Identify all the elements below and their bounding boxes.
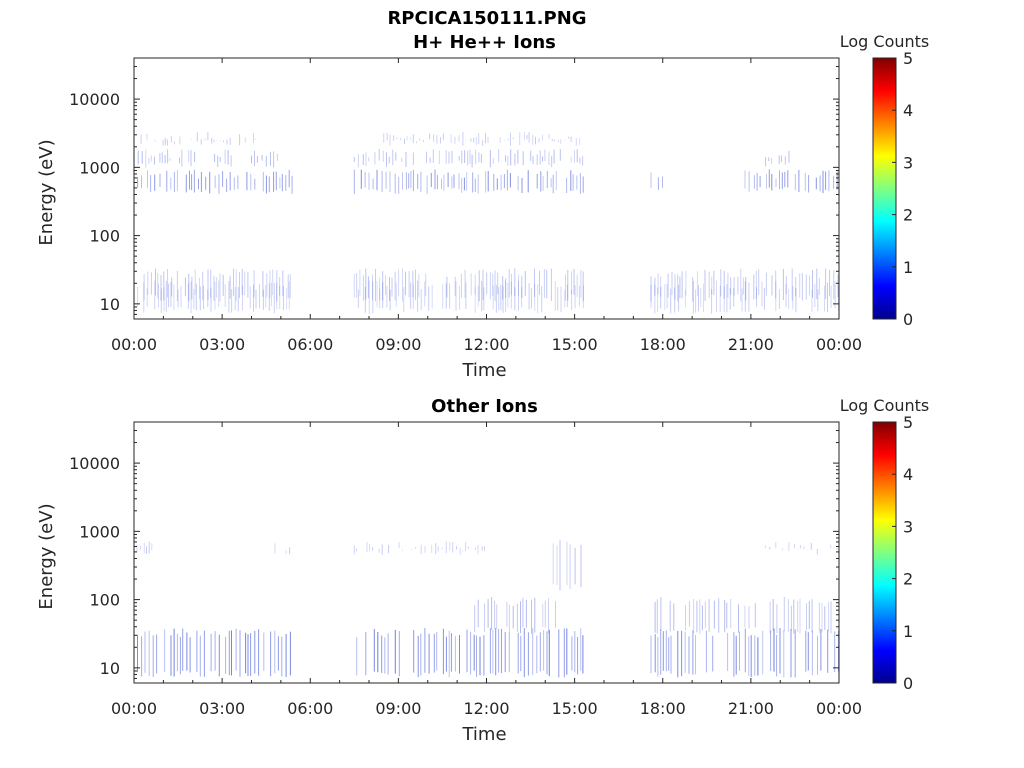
y-tick-label: 10 [100,659,120,678]
x-tick-label: 15:00 [552,699,598,718]
x-tick-label: 03:00 [199,699,245,718]
colorbar-tick-label: 4 [903,101,913,120]
x-tick-label: 06:00 [287,335,333,354]
x-tick-label: 00:00 [816,699,862,718]
colorbar-tick-label: 2 [903,570,913,589]
x-tick-label: 09:00 [375,699,421,718]
x-tick-label: 12:00 [463,335,509,354]
colorbar-tick-label: 4 [903,465,913,484]
colorbar-tick-label: 5 [903,49,913,68]
figure-title: RPCICA150111.PNG [387,8,586,29]
x-tick-label: 15:00 [552,335,598,354]
colorbar-label: Log Counts [840,396,930,415]
x-tick-label: 00:00 [816,335,862,354]
colorbar-tick-label: 0 [903,310,913,329]
panel-title: H+ He++ Ions [413,32,556,53]
colorbar-tick-label: 2 [903,206,913,225]
colorbar-tick-label: 1 [903,622,913,641]
y-axis-label: Energy (eV) [36,139,57,245]
colorbar [872,57,897,320]
y-tick-label: 10000 [69,454,120,473]
y-tick-label: 1000 [79,158,120,177]
y-tick-label: 10000 [69,90,120,109]
y-tick-label: 100 [89,591,120,610]
x-tick-label: 06:00 [287,699,333,718]
data-marks [133,132,840,314]
x-tick-label: 21:00 [728,335,774,354]
x-tick-label: 18:00 [640,335,686,354]
spectrogram-panel-2: Other Ions 00:00 03:00 06:00 09:00 12:00 15:00… [36,396,929,745]
x-tick-label: 18:00 [640,699,686,718]
colorbar-tick-label: 3 [903,153,913,172]
y-tick-label: 10 [100,295,120,314]
x-tick-label: 21:00 [728,699,774,718]
x-tick-label: 09:00 [375,335,421,354]
spectrogram-panel-1: H+ He++ Ions 00:00 03:00 06:00 09:00 12:00 15:… [36,32,929,381]
y-tick-label: 100 [89,227,120,246]
colorbar-tick-label: 0 [903,674,913,693]
colorbar-tick-label: 5 [903,413,913,432]
x-tick-label: 12:00 [463,699,509,718]
colorbar-tick-label: 1 [903,258,913,277]
x-tick-label: 03:00 [199,335,245,354]
y-tick-label: 1000 [79,522,120,541]
x-axis-label: Time [461,724,506,745]
colorbar-label: Log Counts [840,32,930,51]
colorbar-tick-label: 3 [903,517,913,536]
data-marks [133,539,839,678]
x-axis-label: Time [461,360,506,381]
panel-title: Other Ions [431,396,538,417]
x-tick-label: 00:00 [111,699,157,718]
y-axis-label: Energy (eV) [36,503,57,609]
x-tick-label: 00:00 [111,335,157,354]
colorbar [872,421,897,684]
